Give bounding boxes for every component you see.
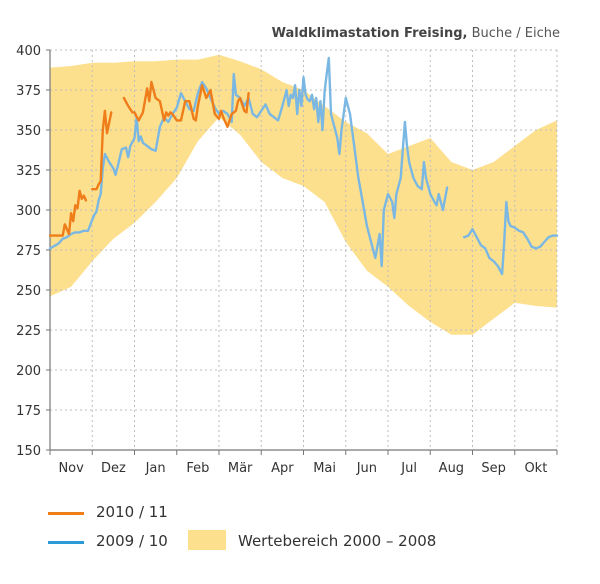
y-tick-label-300: 300 [16,204,41,219]
y-tick-label-400: 400 [16,44,41,59]
x-tick-label-sep: Sep [481,461,506,476]
x-tick-label-aug: Aug [439,461,464,476]
x-tick-label-mai: Mai [313,461,336,476]
series-layer [48,56,559,276]
value-range-band [50,54,557,335]
y-tick-label-350: 350 [16,124,41,139]
series-200910-line-0 [48,56,449,268]
series-201011-line-2 [122,80,250,129]
series-200910-line-1 [462,200,559,276]
y-tick-label-325: 325 [16,164,41,179]
legend-swatch-2009 [48,541,84,544]
x-tick-label-apr: Apr [271,461,294,476]
x-tick-label-jul: Jul [400,461,417,476]
axes-layer [46,49,558,455]
x-tick-label-mär: Mär [228,461,253,476]
y-tick-label-225: 225 [16,324,41,339]
legend-swatch-2010 [48,512,84,515]
x-tick-label-nov: Nov [58,461,84,476]
x-tick-label-dez: Dez [101,461,126,476]
grid-layer [50,49,558,450]
legend-label-2010: 2010 / 11 [96,503,168,521]
y-tick-label-250: 250 [16,284,41,299]
legend-label-band: Wertebereich 2000 – 2008 [238,532,437,550]
y-tick-label-275: 275 [16,244,41,259]
series-201011-line-1 [91,109,113,191]
legend-swatch-band [188,530,226,550]
y-tick-label-375: 375 [16,84,41,99]
y-tick-label-175: 175 [16,404,41,419]
legend-label-2009: 2009 / 10 [96,532,168,550]
chart-title-main: Waldklimastation Freising, [271,26,468,41]
x-tick-label-feb: Feb [186,461,209,476]
tick-labels-layer: 150 175 200 225 250 275 300 325 350 375 400 Nov Dez J… [16,44,547,476]
x-tick-label-okt: Okt [524,461,547,476]
series-201011-line-0 [48,189,88,237]
chart-title: Waldklimastation Freising, Buche / Eiche [272,26,560,41]
value-range-band-layer [50,54,557,335]
y-tick-label-150: 150 [16,444,41,459]
x-tick-label-jan: Jan [145,461,166,476]
chart-subtitle: Buche / Eiche [471,26,560,41]
x-tick-label-jun: Jun [356,461,377,476]
y-tick-label-200: 200 [16,364,41,379]
